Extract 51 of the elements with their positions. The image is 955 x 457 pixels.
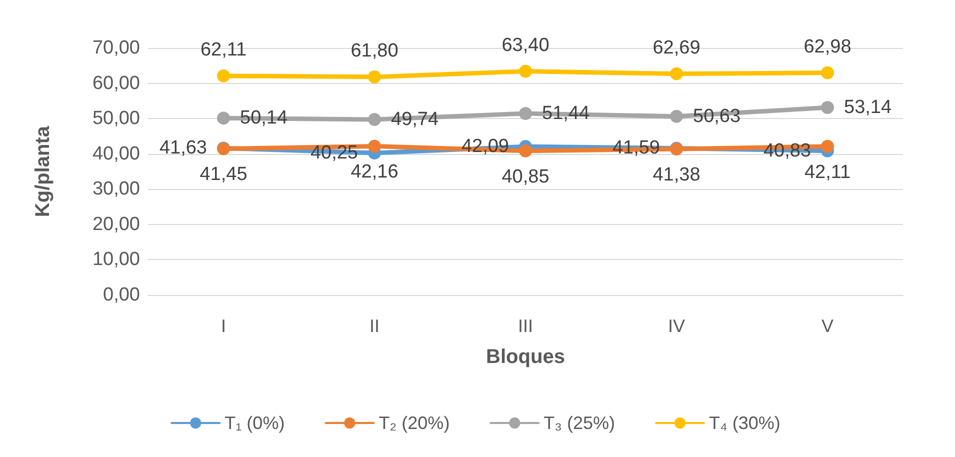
point	[670, 67, 683, 80]
y-tick-label: 10,00	[92, 249, 140, 270]
data-label: 53,14	[844, 96, 892, 118]
data-label: 62,69	[652, 37, 700, 58]
x-tick-label: II	[369, 316, 380, 336]
point	[519, 106, 532, 120]
data-label: 50,14	[240, 108, 288, 129]
y-tick-label: 60,00	[92, 72, 140, 94]
point	[217, 69, 230, 82]
data-label: 40,85	[502, 166, 550, 188]
legend-label: T₄ (30%)	[709, 413, 780, 433]
point	[519, 64, 532, 78]
data-label: 63,40	[502, 34, 550, 56]
y-tick-label: 0,00	[103, 284, 140, 306]
y-tick-label: 30,00	[92, 178, 140, 200]
data-label: 41,45	[200, 164, 248, 186]
point	[368, 70, 381, 84]
y-tick-label: 20,00	[92, 214, 140, 235]
x-tick-label: IV	[668, 316, 686, 336]
legend-label: T₂ (20%)	[378, 413, 450, 433]
legend-label: T₁ (0%)	[224, 413, 285, 433]
data-label: 61,80	[350, 40, 398, 62]
x-tick-label: III	[518, 316, 534, 336]
legend-label: T₃ (25%)	[544, 413, 616, 433]
x-tick-label: V	[821, 316, 834, 336]
data-label: 42,11	[804, 162, 851, 183]
data-label: 41,38	[652, 164, 700, 186]
y-tick-label: 50,00	[92, 108, 140, 130]
y-tick-label: 40,00	[92, 143, 140, 164]
point	[670, 110, 683, 123]
point	[821, 66, 834, 80]
point	[217, 112, 230, 125]
x-tick-label: I	[220, 316, 226, 336]
data-label: 62,98	[804, 36, 852, 58]
data-label: 41,63	[159, 138, 207, 159]
data-label: 62,11	[200, 39, 247, 60]
y-tick-label: 70,00	[92, 38, 140, 58]
data-label: 49,74	[391, 108, 439, 130]
data-label: 41,59	[612, 138, 660, 159]
data-label: 42,16	[350, 162, 398, 183]
y-axis-title: Kg/planta	[32, 125, 54, 218]
x-axis-title: Bloques	[486, 346, 565, 368]
point	[368, 112, 381, 126]
data-label: 51,44	[542, 102, 590, 124]
point	[821, 100, 834, 114]
point	[368, 140, 381, 153]
data-label: 40,83	[763, 140, 811, 162]
data-label: 50,63	[693, 106, 741, 127]
point	[821, 140, 834, 153]
data-label: 42,09	[461, 136, 509, 157]
point	[519, 144, 532, 158]
